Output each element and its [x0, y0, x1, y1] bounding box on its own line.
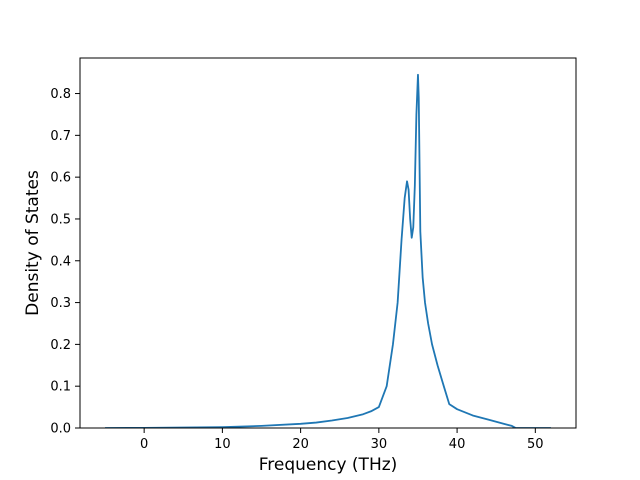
y-tick-label: 0.2 [50, 338, 71, 353]
x-tick-label: 50 [527, 437, 544, 452]
series-layer [105, 73, 551, 428]
plot-frame [79, 57, 577, 429]
y-tick-label: 0.4 [50, 254, 71, 269]
y-tick-label: 0.5 [50, 212, 71, 227]
x-tick-label: 40 [449, 437, 466, 452]
y-tick-label: 0.1 [50, 380, 71, 395]
x-tick-label: 10 [214, 437, 231, 452]
x-tick-label: 20 [292, 437, 309, 452]
y-axis-ticks: 0.0 0.1 0.2 0.3 0.4 0.5 0.6 0.7 0.8 [50, 87, 80, 437]
y-tick-label: 0.0 [50, 422, 71, 437]
x-tick-label: 30 [371, 437, 388, 452]
x-axis-ticks: 0 10 20 30 40 50 [140, 428, 544, 452]
y-tick-label: 0.7 [50, 129, 71, 144]
x-tick-label: 0 [140, 437, 148, 452]
y-tick-label: 0.8 [50, 87, 71, 102]
x-axis-title: Frequency (THz) [259, 455, 398, 475]
y-tick-label: 0.3 [50, 296, 71, 311]
y-axis-title: Density of States [23, 170, 43, 316]
y-tick-label: 0.6 [50, 171, 71, 186]
dos-series-line [105, 73, 551, 428]
